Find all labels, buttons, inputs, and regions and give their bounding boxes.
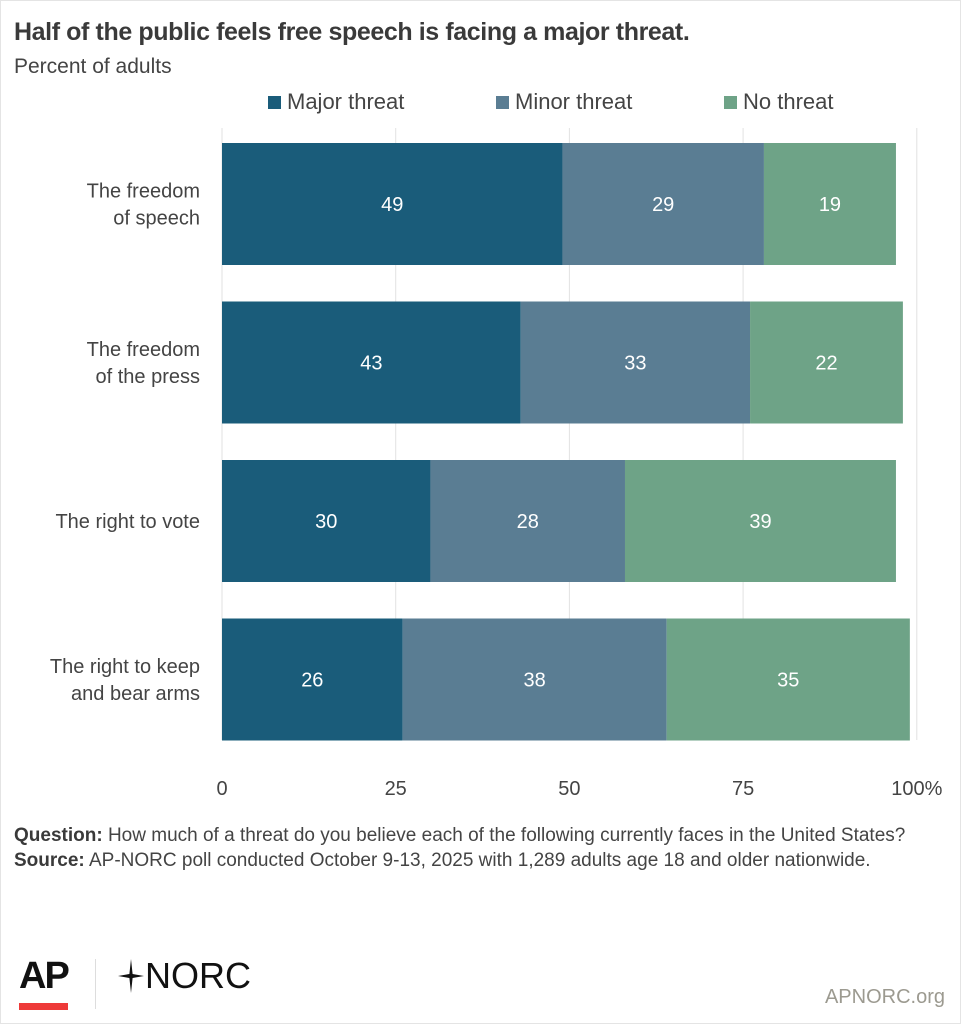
data-label: 19 [819, 194, 841, 216]
category-label: The right to vote [55, 511, 200, 533]
data-label: 29 [652, 194, 674, 216]
bar-chart: 0 25 50 75 100% The freedom of speech 49 29 19 The… [50, 128, 943, 800]
x-tick-label: 50 [558, 778, 580, 800]
bar-segment [222, 143, 563, 265]
x-tick-label: 25 [385, 778, 407, 800]
ap-logo: AP [19, 955, 70, 997]
footnote: Question: How much of a threat do you be… [14, 823, 949, 873]
legend-label-minor: Minor threat [515, 89, 633, 114]
legend-item-minor: Minor threat [496, 89, 632, 115]
data-label: 49 [381, 194, 403, 216]
norc-logo: NORC [118, 955, 251, 997]
chart-subtitle: Percent of adults [14, 55, 172, 78]
source-label: Source: [14, 850, 85, 871]
legend-swatch-none [724, 95, 737, 109]
x-tick-label: 0 [216, 778, 227, 800]
category-label: and bear arms [71, 683, 200, 705]
bar-segment [222, 301, 521, 424]
norc-star-icon [118, 959, 144, 993]
legend-label-major: Major threat [287, 89, 405, 114]
norc-logo-text: NORC [145, 955, 251, 996]
logo-divider [95, 959, 96, 1009]
data-label: 33 [624, 353, 646, 375]
bar-segment [624, 460, 896, 582]
data-label: 26 [301, 670, 323, 692]
legend-label-none: No threat [743, 89, 834, 114]
ap-logo-underline [19, 1003, 68, 1010]
bar-segment [430, 460, 625, 582]
bar-segment [750, 301, 903, 424]
bar-segment [763, 143, 896, 265]
data-label: 39 [749, 511, 771, 533]
category-label: The freedom [87, 181, 200, 203]
bar-segment [666, 618, 910, 741]
bar-segment [520, 301, 751, 424]
category-label: of the press [95, 366, 200, 388]
question-text: How much of a threat do you believe each… [102, 825, 906, 846]
bar-segment [222, 460, 431, 582]
x-tick-label: 100% [891, 778, 942, 800]
legend-swatch-major [268, 95, 281, 109]
legend-item-major: Major threat [268, 89, 404, 115]
legend-item-none: No threat [724, 89, 834, 115]
source-text: AP-NORC poll conducted October 9-13, 202… [84, 850, 871, 871]
data-label: 35 [777, 670, 799, 692]
site-url[interactable]: APNORC.org [824, 986, 945, 1008]
question-label: Question: [14, 825, 103, 846]
bar-segment [402, 618, 667, 741]
x-tick-label: 75 [732, 778, 754, 800]
data-label: 22 [815, 353, 837, 375]
chart-title: Half of the public feels free speech is … [14, 18, 690, 46]
bar-segment [222, 618, 403, 741]
category-label: The freedom [87, 339, 200, 361]
data-label: 38 [524, 670, 546, 692]
bar-segment [562, 143, 764, 265]
legend-swatch-minor [496, 95, 509, 109]
data-label: 30 [315, 511, 337, 533]
data-label: 43 [360, 353, 382, 375]
category-label: The right to keep [50, 656, 200, 678]
category-label: of speech [113, 208, 200, 230]
data-label: 28 [517, 511, 539, 533]
legend: Major threat Minor threat No threat [0, 89, 961, 117]
